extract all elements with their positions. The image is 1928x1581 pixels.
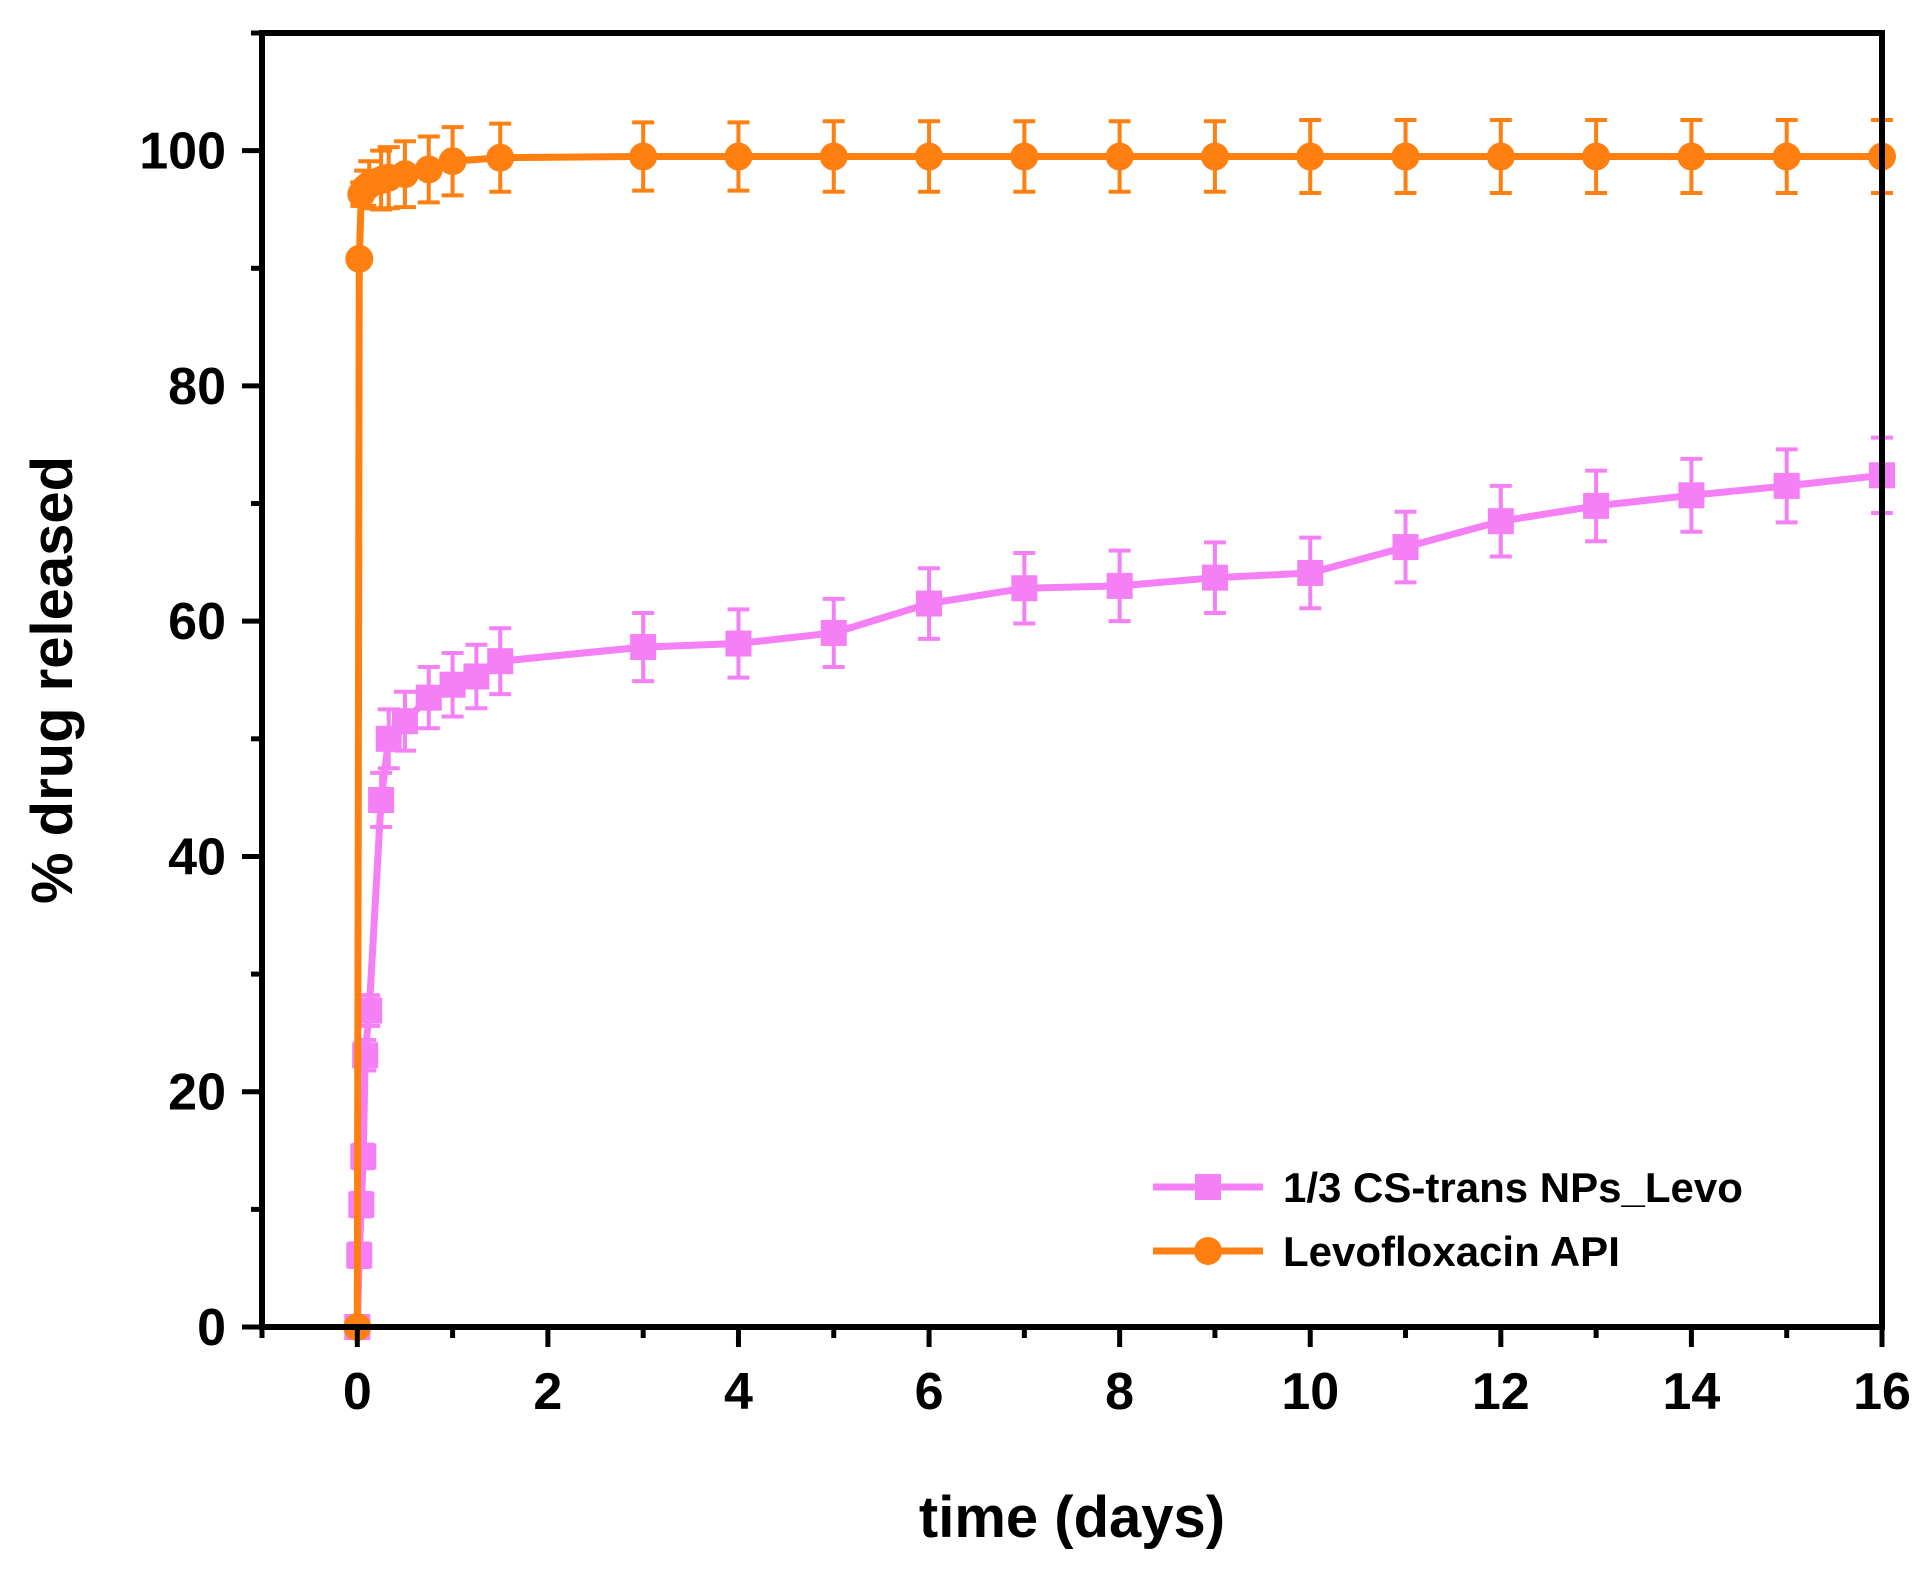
- data-point: [345, 244, 374, 273]
- y-axis-title: % drug released: [20, 456, 85, 904]
- data-point: [415, 684, 442, 711]
- data-point: [630, 634, 657, 661]
- data-point: [439, 671, 466, 698]
- legend: 1/3 CS-trans NPs_Levo Levofloxacin API: [1153, 1164, 1743, 1275]
- data-point: [368, 786, 395, 813]
- data-point: [1772, 142, 1801, 171]
- data-point: [725, 630, 752, 657]
- data-point: [390, 160, 419, 189]
- legend-marker: [1194, 1237, 1222, 1265]
- plot-frame: [259, 30, 1885, 1330]
- data-point: [463, 663, 490, 690]
- data-point: [391, 708, 418, 735]
- data-point: [819, 142, 848, 171]
- data-point: [1106, 572, 1133, 599]
- data-point: [1678, 482, 1705, 509]
- data-point: [1296, 142, 1325, 171]
- data-point: [820, 619, 847, 646]
- x-tick-label: 16: [1853, 1363, 1911, 1421]
- data-point: [1010, 142, 1039, 171]
- data-point: [1773, 472, 1800, 499]
- y-tick-label: 0: [197, 1299, 226, 1357]
- data-point: [1297, 559, 1324, 586]
- data-point: [1200, 142, 1229, 171]
- data-point: [916, 590, 943, 617]
- y-tick-label: 100: [139, 123, 226, 181]
- data-point: [438, 147, 467, 176]
- legend-label: 1/3 CS-trans NPs_Levo: [1283, 1164, 1743, 1211]
- y-tick-label: 60: [168, 593, 226, 651]
- series-layer: [343, 118, 1896, 1341]
- x-tick-label: 4: [724, 1363, 753, 1421]
- x-tick-label: 2: [533, 1363, 562, 1421]
- data-point: [487, 648, 514, 675]
- data-point: [414, 155, 443, 184]
- x-tick-label: 8: [1105, 1363, 1134, 1421]
- series-1: [343, 118, 1896, 1341]
- legend-marker: [1195, 1174, 1221, 1200]
- data-point: [1487, 508, 1514, 535]
- y-tick-label: 40: [168, 828, 226, 886]
- data-point: [1582, 142, 1611, 171]
- x-axis-title: time (days): [919, 1485, 1225, 1550]
- series-line: [353, 153, 1882, 1328]
- legend-label: Levofloxacin API: [1283, 1228, 1620, 1275]
- data-point: [348, 1191, 375, 1218]
- data-point: [1105, 142, 1134, 171]
- x-tick-label: 14: [1662, 1363, 1720, 1421]
- data-point: [1677, 142, 1706, 171]
- data-point: [486, 143, 515, 172]
- tick-layer: 0 2 4 6 8 10 12 14 16 0 20 40 60 80 100: [139, 30, 1911, 1421]
- y-tick-label: 20: [168, 1064, 226, 1122]
- data-point: [915, 142, 944, 171]
- data-point: [1011, 575, 1038, 602]
- x-tick-label: 10: [1281, 1363, 1339, 1421]
- data-point: [1392, 534, 1419, 561]
- x-tick-label: 6: [915, 1363, 944, 1421]
- y-tick-label: 80: [168, 358, 226, 416]
- x-tick-label: 12: [1472, 1363, 1530, 1421]
- series-0: [344, 435, 1895, 1340]
- x-tick-label: 0: [343, 1363, 372, 1421]
- data-point: [1201, 564, 1228, 591]
- data-point: [724, 142, 753, 171]
- data-point: [629, 142, 658, 171]
- data-point: [1391, 142, 1420, 171]
- data-point: [1486, 142, 1515, 171]
- data-point: [1583, 492, 1610, 519]
